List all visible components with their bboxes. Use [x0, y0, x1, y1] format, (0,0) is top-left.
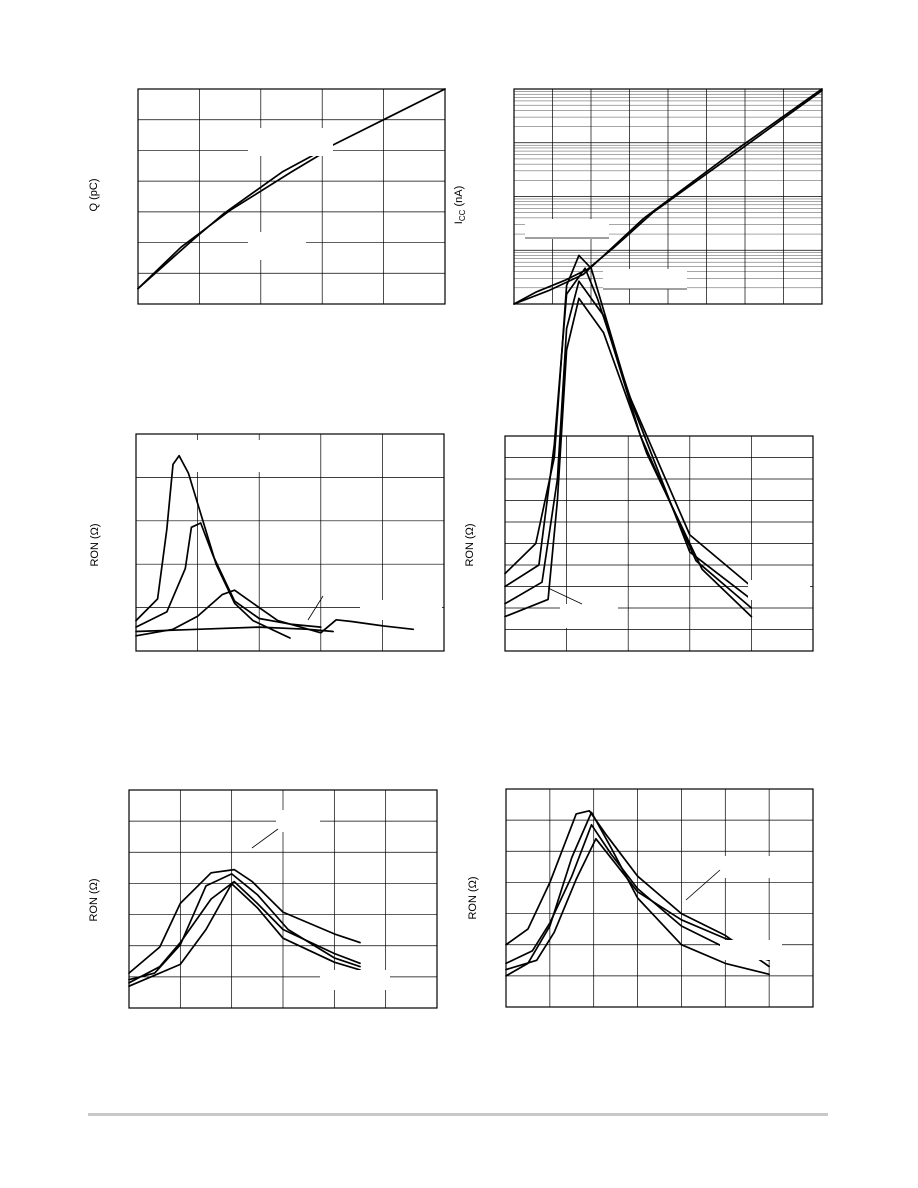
- series-line-4: [504, 297, 753, 618]
- annotation-blank: [715, 856, 775, 878]
- series-line-1: [513, 88, 823, 305]
- series-line-4: [505, 837, 770, 971]
- annotation-blank: [196, 440, 260, 472]
- y-axis-label: RON (Ω): [88, 878, 100, 921]
- annotation-leader: [251, 828, 279, 849]
- series-line-4: [135, 618, 415, 634]
- annotation-blank: [276, 810, 320, 832]
- series-line-1: [128, 868, 361, 974]
- series-line-2: [137, 152, 324, 290]
- plot-frame: [128, 789, 438, 1009]
- y-axis-label-subscript: CC: [458, 209, 467, 221]
- chart-4: RON (Ω): [464, 254, 814, 652]
- annotation-blank: [320, 970, 390, 990]
- y-axis-label: RON (Ω): [89, 523, 101, 566]
- annotation-blank: [360, 600, 442, 620]
- plot-frame: [513, 88, 823, 305]
- annotation-blank: [525, 219, 609, 239]
- series-line-4: [128, 882, 361, 988]
- plot-frame: [505, 788, 814, 1008]
- y-axis-label: Q (pC): [88, 179, 100, 212]
- y-axis-label-unit: (nA): [453, 186, 465, 210]
- series-line-1: [504, 254, 753, 588]
- annotation-blank: [748, 580, 810, 600]
- plot-frame: [504, 435, 814, 652]
- series-line-3: [505, 823, 770, 965]
- chart-3: RON (Ω): [89, 433, 445, 652]
- series-line-1: [137, 88, 446, 290]
- footer-rule: [88, 1113, 828, 1116]
- y-axis-label: RON (Ω): [464, 523, 476, 566]
- annotation-leader: [685, 869, 721, 901]
- annotation-leader: [547, 587, 583, 605]
- series-line-2: [135, 522, 322, 628]
- y-axis-label: RON (Ω): [467, 876, 479, 919]
- chart-1: Q (pC): [88, 88, 446, 305]
- series-line-2: [513, 89, 823, 305]
- plot-frame: [137, 88, 446, 305]
- annotation-blank: [603, 269, 687, 289]
- series-line-2: [128, 873, 361, 981]
- y-axis-label: ICC (nA): [453, 186, 467, 224]
- series-line-2: [505, 811, 770, 977]
- chart-2: ICC (nA): [453, 88, 823, 305]
- annotation-blank: [248, 232, 306, 260]
- series-line-1: [135, 454, 291, 639]
- annotation-blank: [560, 604, 618, 628]
- charts-root: Q (pC) ICC (nA) RON (Ω) RON (Ω) RON (Ω) RON (…: [88, 88, 823, 1009]
- series-line-3: [128, 880, 361, 984]
- plot-frame: [135, 433, 445, 652]
- y-axis-label-main: I: [453, 221, 465, 224]
- annotation-blank: [248, 128, 333, 156]
- chart-6: RON (Ω): [467, 788, 814, 1008]
- series-line-3: [135, 589, 334, 637]
- chart-5: RON (Ω): [88, 789, 438, 1009]
- annotation-blank: [720, 940, 782, 960]
- annotation-leader: [307, 595, 324, 621]
